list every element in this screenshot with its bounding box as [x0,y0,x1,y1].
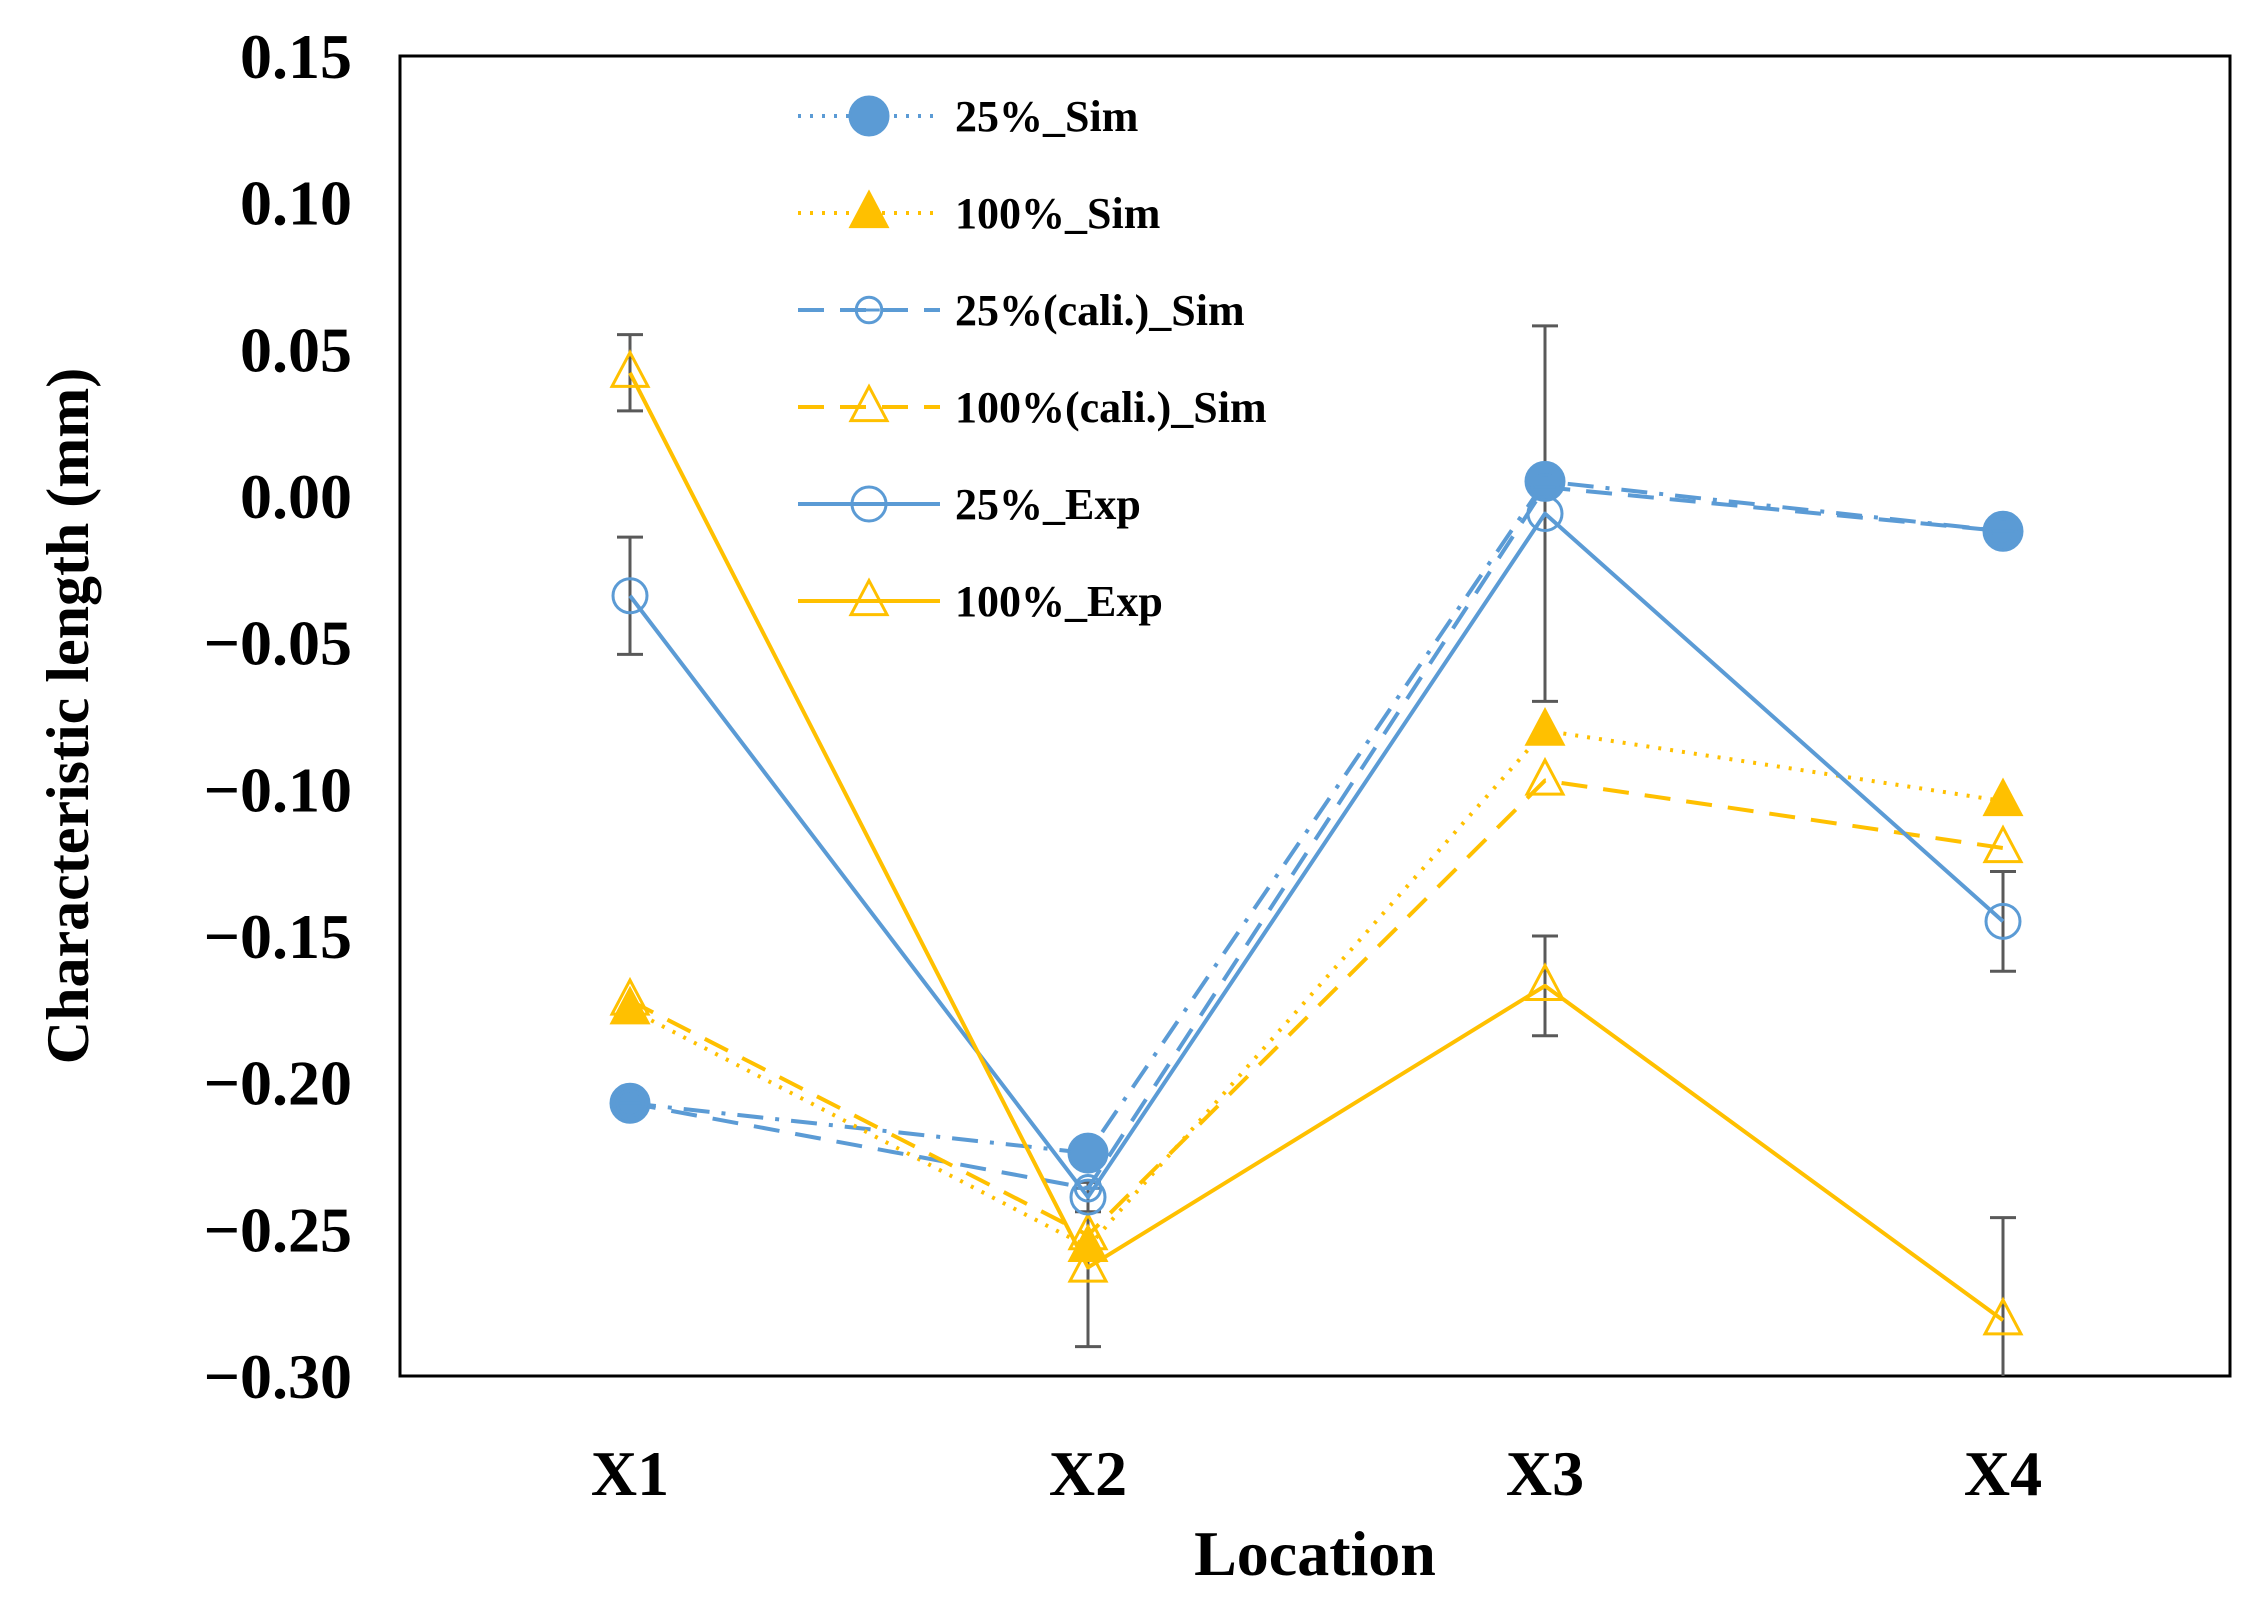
x-tick-label: X3 [1506,1438,1584,1509]
y-tick-label: 0.15 [240,21,352,92]
y-tick-label: −0.25 [204,1194,352,1265]
x-tick-label: X1 [591,1438,669,1509]
series-line [628,511,2005,1200]
data-point [609,976,651,1016]
data-point [1524,756,1566,796]
data-point [1988,516,2018,546]
y-tick-label: −0.30 [204,1341,352,1412]
legend-entry: 25%_Exp [798,480,1141,529]
series-line [629,479,2004,1156]
data-point [1067,1132,1109,1174]
y-axis-label: Characteristic length (mm) [35,368,101,1064]
y-tick-label: 0.10 [240,168,352,239]
data-point [1530,472,1560,502]
series-line [628,371,2005,1322]
legend-marker [848,383,890,423]
legend-label: 25%_Exp [955,480,1141,529]
data-point [1982,777,2024,817]
y-tick-label: −0.10 [204,754,352,825]
data-point [609,349,651,388]
data-point [1982,1296,2024,1336]
data-point [615,1088,645,1118]
y-tick-label: −0.20 [204,1048,352,1119]
legend: 25%_Sim 100%_Sim 25%(cali.)_Sim 100%(cali.)… [798,92,1267,626]
legend-entry: 25%(cali.)_Sim [798,286,1245,335]
series-line [629,778,2004,1238]
legend-entry: 100%_Exp [798,577,1163,626]
y-axis-ticks: 0.15 0.10 0.05 0.00 −0.05 −0.10 −0.15 −0.20 −0.2… [204,21,352,1412]
data-point [1984,902,2022,940]
series-line [629,485,2004,1191]
data-point [1526,495,1564,533]
data-point [1524,707,1566,746]
legend-marker [850,485,888,523]
legend-label: 25%_Sim [955,92,1138,141]
series-markers [609,349,2024,1336]
legend-marker [848,189,890,229]
data-point [1067,1223,1109,1263]
y-tick-label: −0.05 [204,608,352,679]
legend-label: 25%(cali.)_Sim [955,286,1245,335]
legend-label: 100%(cali.)_Sim [955,383,1267,432]
x-tick-label: X2 [1049,1438,1127,1509]
data-point [1524,962,1566,1001]
x-axis-label: Location [1194,1518,1436,1589]
y-tick-label: −0.15 [204,901,352,972]
series-lines [628,371,2005,1322]
data-point [1069,1178,1107,1216]
legend-label: 100%_Sim [955,189,1160,238]
legend-entry: 25%_Sim [798,92,1138,141]
legend-entry: 100%(cali.)_Sim [798,383,1267,432]
plot-frame [398,54,2232,1378]
y-tick-label: 0.00 [240,461,352,532]
data-point [1982,824,2024,864]
legend-marker [848,95,890,137]
y-tick-label: 0.05 [240,314,352,385]
error-bar [1990,869,2016,973]
legend-marker [854,295,884,325]
data-point [1073,1174,1103,1203]
x-axis-ticks: X1 X2 X3 X4 [591,1438,2042,1509]
data-point [611,577,649,615]
legend-label: 100%_Exp [955,577,1163,626]
legend-entry: 100%_Sim [798,189,1160,238]
x-tick-label: X4 [1964,1438,2042,1509]
data-point [1067,1243,1109,1283]
legend-marker [848,577,890,617]
